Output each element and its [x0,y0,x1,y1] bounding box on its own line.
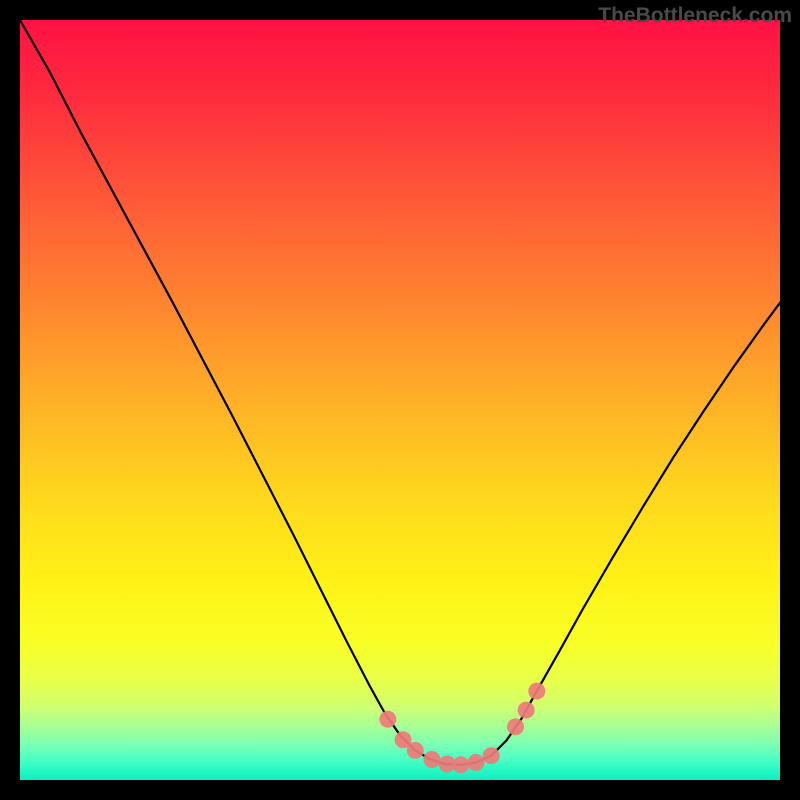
highlight-marker [379,711,396,728]
highlight-marker [483,747,500,764]
highlight-marker [518,702,535,719]
highlight-marker [452,756,469,773]
highlight-marker [528,683,545,700]
highlight-marker [468,754,485,771]
highlight-marker [423,751,440,768]
chart-canvas: TheBottleneck.com [0,0,800,800]
plot-background [20,20,780,780]
highlight-marker [407,742,424,759]
highlight-marker [507,718,524,735]
bottleneck-chart-svg [0,0,800,800]
